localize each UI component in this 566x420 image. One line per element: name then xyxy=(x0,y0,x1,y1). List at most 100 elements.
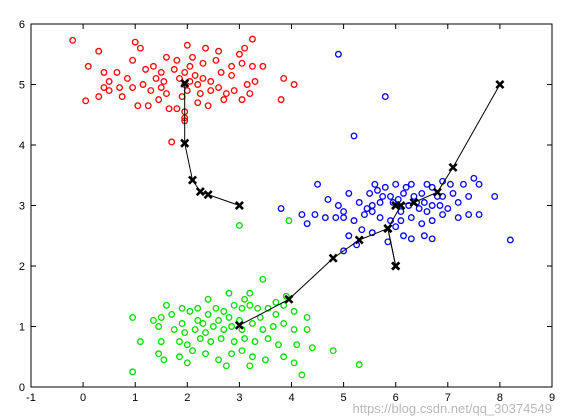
data-points xyxy=(69,35,514,379)
data-point xyxy=(259,275,267,283)
data-point xyxy=(368,229,376,237)
data-point xyxy=(280,353,288,361)
data-point xyxy=(290,81,298,88)
data-point xyxy=(168,310,176,318)
data-point xyxy=(235,317,243,324)
x-tick-label: 2 xyxy=(184,392,190,404)
centroid-marker xyxy=(180,78,190,88)
data-point xyxy=(100,84,108,91)
data-point xyxy=(186,307,194,315)
data-point xyxy=(246,362,254,370)
data-point xyxy=(459,180,467,188)
data-point xyxy=(191,326,199,333)
data-point xyxy=(105,87,113,94)
data-point xyxy=(418,220,426,228)
data-point xyxy=(387,192,394,200)
data-point xyxy=(298,211,306,219)
data-point xyxy=(168,138,176,146)
centroid-marker xyxy=(284,294,294,304)
data-point xyxy=(204,295,212,303)
data-point xyxy=(243,81,251,88)
data-point xyxy=(194,99,202,107)
data-point xyxy=(389,199,397,206)
data-point xyxy=(212,56,220,64)
centroid-marker xyxy=(448,162,458,172)
data-point xyxy=(290,359,298,367)
data-point xyxy=(303,313,311,321)
watermark: https://blog.csdn.net/qq_30374549 xyxy=(352,401,553,416)
data-point xyxy=(345,189,353,197)
data-point xyxy=(149,62,157,70)
x-tick-label: 0 xyxy=(80,392,86,404)
series-0 xyxy=(69,35,298,146)
data-point xyxy=(277,205,285,212)
data-point xyxy=(415,205,423,212)
data-point xyxy=(392,180,400,188)
data-point xyxy=(251,78,259,85)
data-point xyxy=(269,323,277,330)
x-tick-label: 6 xyxy=(393,392,399,404)
data-point xyxy=(207,78,215,85)
data-point xyxy=(272,298,280,306)
data-point xyxy=(228,323,236,330)
data-point xyxy=(209,323,217,330)
data-point xyxy=(176,74,183,82)
data-point xyxy=(105,78,113,85)
data-point xyxy=(303,220,311,228)
data-point xyxy=(228,71,236,79)
data-point xyxy=(428,235,436,243)
data-point xyxy=(225,313,233,321)
centroid-marker xyxy=(409,197,419,207)
data-point xyxy=(277,96,285,104)
y-tick-label: 6 xyxy=(19,19,25,31)
y-tick-label: 5 xyxy=(19,80,25,92)
centroid-marker xyxy=(391,261,401,271)
centroid-line xyxy=(239,227,397,326)
data-point xyxy=(321,214,329,222)
data-point xyxy=(207,338,215,346)
data-point xyxy=(363,205,371,212)
data-point xyxy=(418,189,426,197)
centroid-marker xyxy=(187,175,198,185)
data-point xyxy=(220,326,228,333)
data-point xyxy=(144,102,152,110)
data-point xyxy=(222,90,230,98)
data-point xyxy=(178,320,186,327)
data-point xyxy=(155,323,163,330)
data-point xyxy=(439,211,447,219)
data-point xyxy=(82,97,90,105)
data-point xyxy=(217,335,225,343)
data-point xyxy=(259,62,267,70)
data-point xyxy=(147,87,155,94)
data-point xyxy=(376,214,384,222)
data-point xyxy=(381,183,389,191)
centroid-marker xyxy=(180,138,190,148)
data-point xyxy=(215,317,223,324)
centroid-marker xyxy=(432,187,442,197)
data-point xyxy=(136,44,144,52)
data-point xyxy=(428,183,436,191)
data-point xyxy=(407,214,415,222)
data-point xyxy=(225,289,233,297)
data-point xyxy=(228,62,236,70)
data-point xyxy=(397,208,405,215)
data-point xyxy=(311,211,319,219)
data-point xyxy=(420,232,428,240)
y-tick-label: 3 xyxy=(19,201,25,213)
data-point xyxy=(228,350,236,358)
data-point xyxy=(202,350,209,358)
data-point xyxy=(272,310,280,318)
data-point xyxy=(183,341,191,349)
centroid-path-2 xyxy=(391,79,505,211)
x-tick-label: 7 xyxy=(445,392,451,404)
data-point xyxy=(420,199,428,206)
data-point xyxy=(248,353,256,361)
x-tick-label: 8 xyxy=(497,392,503,404)
data-point xyxy=(95,93,103,101)
data-point xyxy=(259,326,267,333)
centroid-marker xyxy=(383,223,393,234)
data-point xyxy=(358,226,366,234)
data-point xyxy=(131,38,139,46)
data-point xyxy=(340,247,348,255)
data-point xyxy=(428,217,436,225)
